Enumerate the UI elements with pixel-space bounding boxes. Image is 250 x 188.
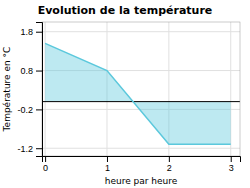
x-tick: 3 — [229, 156, 234, 173]
y-tick-mark — [36, 71, 42, 72]
x-axis-title: heure par heure — [105, 176, 178, 186]
y-axis: -1.2 -0.2 0.8 1.8 — [17, 23, 42, 157]
y-grid-line — [42, 31, 240, 32]
x-tick: 0 — [43, 156, 48, 173]
y-tick-mark — [36, 148, 42, 149]
y-tick-mark — [36, 109, 42, 110]
y-tick-label: 1.8 — [20, 27, 33, 37]
y-axis-line — [36, 23, 43, 157]
x-tick: 1 — [105, 156, 110, 173]
y-tick: -1.2 — [17, 144, 42, 154]
plot-frame — [42, 22, 240, 156]
x-tick-mark — [45, 156, 46, 162]
y-tick-label: -1.2 — [17, 144, 33, 154]
y-tick: 0.8 — [20, 66, 42, 76]
y-tick-mark — [36, 32, 42, 33]
area — [45, 43, 231, 144]
y-grid-line — [42, 148, 240, 149]
marks — [42, 43, 240, 144]
y-axis-title: Température en °C — [2, 47, 12, 133]
x-tick-label: 0 — [43, 163, 48, 173]
title: Evolution de la température — [38, 4, 213, 17]
x-tick: 2 — [167, 156, 172, 173]
x-tick-mark — [107, 156, 108, 162]
x-tick-label: 3 — [229, 163, 234, 173]
y-tick: -0.2 — [17, 105, 42, 115]
line — [45, 43, 231, 144]
x-axis-line — [43, 157, 241, 163]
plot: 0 1 2 3 -1.2 -0.2 0.8 1.8 — [17, 22, 240, 173]
x-tick-label: 2 — [167, 163, 172, 173]
y-tick-label: -0.2 — [17, 105, 33, 115]
zero-line — [42, 101, 240, 102]
x-tick-mark — [169, 156, 170, 162]
x-axis: 0 1 2 3 — [43, 156, 241, 173]
y-tick-label: 0.8 — [20, 66, 33, 76]
y-tick: 1.8 — [20, 27, 42, 37]
x-tick-mark — [231, 156, 232, 162]
grid — [42, 22, 240, 156]
chart: 0 1 2 3 -1.2 -0.2 0.8 1.8 Evolution de la tempér… — [0, 0, 250, 188]
x-tick-label: 1 — [105, 163, 110, 173]
